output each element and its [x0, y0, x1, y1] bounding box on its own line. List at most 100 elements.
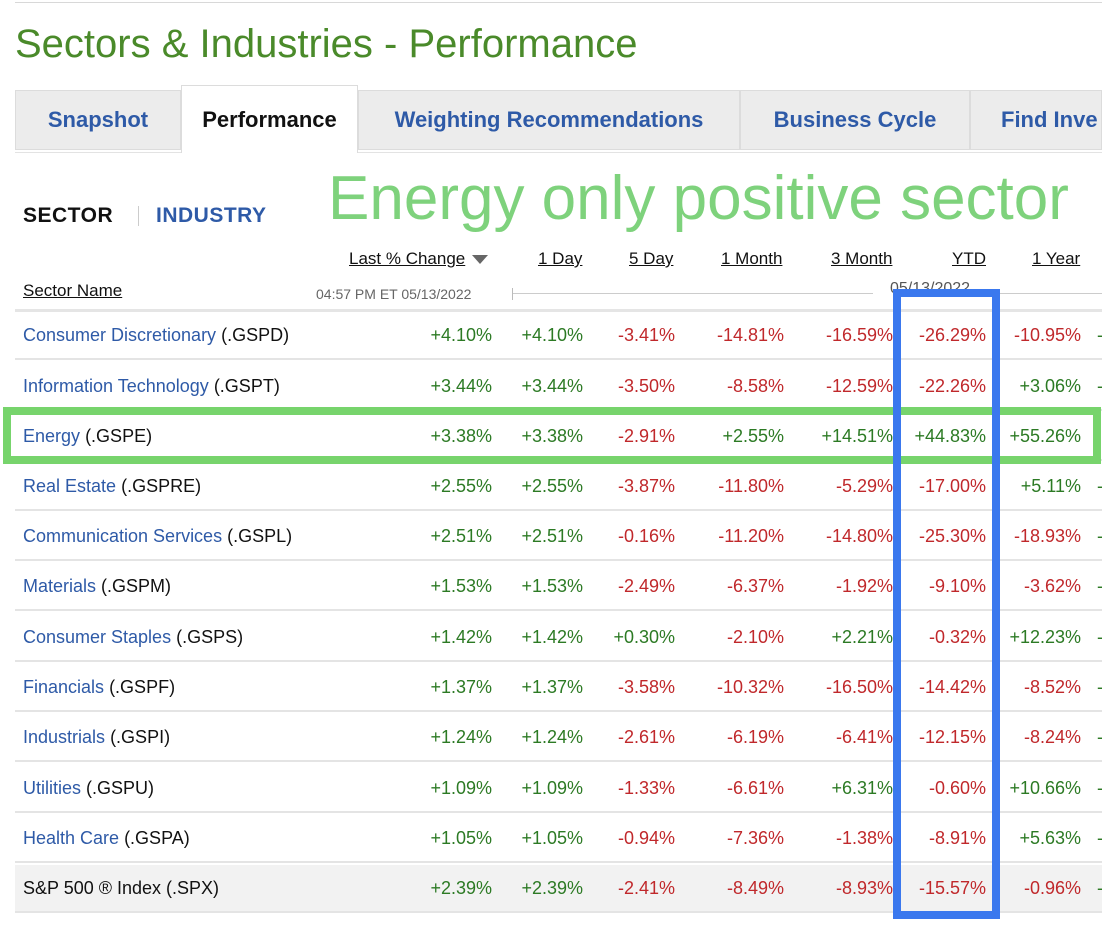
table-row: Utilities (.GSPU) +1.09% +1.09% -1.33% -6.61…: [15, 765, 1102, 813]
truncated-cell: -: [1097, 815, 1102, 861]
table-row: Materials (.GSPM) +1.53% +1.53% -2.49% -6.37…: [15, 563, 1102, 611]
sector-name-cell: Real Estate (.GSPRE): [23, 463, 308, 509]
sector-ticker: (.GSPS): [176, 627, 244, 647]
sector-name-wrap: Utilities (.GSPU): [23, 776, 154, 800]
value-cell-d5: -3.41%: [617, 324, 675, 345]
timestamp: 04:57 PM ET 05/13/2022: [316, 286, 472, 302]
value-cell-m1: -11.80%: [718, 475, 784, 496]
value-cell-m3: +6.31%: [831, 777, 893, 798]
sector-link[interactable]: Industrials: [23, 727, 106, 747]
sector-name-wrap: Industrials (.GSPI): [23, 725, 170, 749]
value-cell-d5: -0.94%: [617, 827, 675, 848]
value-cell-m1: -7.36%: [726, 827, 784, 848]
date-range-bracket: [513, 293, 873, 294]
value-cell-d1: +4.10%: [521, 324, 583, 345]
sector-link[interactable]: Real Estate: [23, 476, 117, 496]
sector-name-cell: S&P 500 ® Index (.SPX): [23, 865, 308, 911]
industry-toggle[interactable]: INDUSTRY: [156, 204, 267, 227]
value-cell-ytd: -25.30%: [918, 525, 986, 546]
tab-performance[interactable]: Performance: [181, 85, 358, 153]
column-header-1-day[interactable]: 1 Day: [538, 249, 583, 268]
value-cell-d5: -2.61%: [617, 726, 675, 747]
sector-link[interactable]: Information Technology: [23, 376, 209, 396]
sector-link[interactable]: Consumer Staples: [23, 627, 172, 647]
table-row: Industrials (.GSPI) +1.24% +1.24% -2.61% -6.…: [15, 714, 1102, 762]
index-name: S&P 500 ® Index (.SPX): [23, 878, 220, 898]
value-cell-ytd: -0.60%: [928, 777, 986, 798]
value-cell-ytd: -14.42%: [918, 676, 986, 697]
ytd-highlight-box: [893, 289, 1000, 919]
column-header-1-month[interactable]: 1 Month: [721, 249, 783, 268]
page-title: Sectors & Industries - Performance: [15, 22, 638, 66]
value-cell-y1: -0.96%: [1023, 877, 1081, 898]
table-row: Real Estate (.GSPRE) +2.55% +2.55% -3.87% -1…: [15, 463, 1102, 511]
sector-link[interactable]: Utilities: [23, 778, 82, 798]
value-cell-last: +1.42%: [430, 626, 492, 647]
tab-snapshot[interactable]: Snapshot: [15, 90, 181, 150]
value-cell-y1: +5.11%: [1020, 475, 1081, 496]
value-cell-y1: +10.66%: [1009, 777, 1081, 798]
value-cell-last: +1.05%: [430, 827, 492, 848]
value-cell-ytd: -17.00%: [918, 475, 986, 496]
value-cell-m3: -8.93%: [835, 877, 893, 898]
sector-ticker: (.GSPL): [227, 526, 293, 546]
column-header-1-year[interactable]: 1 Year: [1032, 249, 1081, 268]
sort-down-icon: [472, 255, 489, 265]
value-cell-last: +1.53%: [430, 575, 492, 596]
value-cell-d1: +1.53%: [521, 575, 583, 596]
date-range-bracket: [988, 293, 1102, 294]
value-cell-d1: +3.38%: [521, 425, 583, 446]
value-cell-m1: -8.49%: [726, 877, 784, 898]
sector-name-cell: Consumer Staples (.GSPS): [23, 614, 308, 660]
sector-link[interactable]: Consumer Discretionary: [23, 325, 217, 345]
annotation-text: Energy only positive sector: [328, 164, 1069, 233]
tab-weighting-recommendations[interactable]: Weighting Recommendations: [358, 90, 740, 150]
energy-highlight-box: [3, 407, 1101, 464]
table-row: Health Care (.GSPA) +1.05% +1.05% -0.94% -7.…: [15, 815, 1102, 863]
tab-find-investments[interactable]: Find Inve: [970, 90, 1102, 150]
value-cell-m3: +2.21%: [831, 626, 893, 647]
sector-ticker: (.GSPE): [85, 426, 153, 446]
sector-name-cell: Information Technology (.GSPT): [23, 363, 308, 409]
value-cell-y1: +3.06%: [1019, 375, 1081, 396]
value-cell-last: +1.09%: [430, 777, 492, 798]
value-cell-last: +2.39%: [430, 877, 492, 898]
value-cell-y1: -8.52%: [1023, 676, 1081, 697]
truncated-cell: -: [1097, 312, 1102, 358]
value-cell-last: +3.44%: [430, 375, 492, 396]
truncated-cell: -: [1097, 513, 1102, 559]
value-cell-m3: +14.51%: [821, 425, 893, 446]
value-cell-d1: +1.09%: [521, 777, 583, 798]
column-header-last-change[interactable]: Last % Change: [349, 249, 489, 269]
value-cell-d5: -2.49%: [617, 575, 675, 596]
tab-bar: Snapshot Performance Weighting Recommend…: [15, 85, 1102, 153]
value-cell-last: +1.37%: [430, 676, 492, 697]
value-cell-m3: -12.59%: [825, 375, 893, 396]
sector-name-cell: Materials (.GSPM): [23, 563, 308, 609]
sector-link[interactable]: Energy: [23, 426, 81, 446]
sector-link[interactable]: Materials: [23, 576, 97, 596]
toggle-separator: [138, 206, 139, 226]
value-cell-ytd: -12.15%: [918, 726, 986, 747]
column-header-sector-name[interactable]: Sector Name: [23, 281, 123, 300]
column-header-3-month[interactable]: 3 Month: [831, 249, 893, 268]
value-cell-d5: +0.30%: [613, 626, 675, 647]
value-cell-m1: -10.32%: [716, 676, 784, 697]
value-cell-m3: -16.59%: [825, 324, 893, 345]
sector-link[interactable]: Communication Services: [23, 526, 223, 546]
value-cell-d1: +1.05%: [521, 827, 583, 848]
column-header-ytd[interactable]: YTD: [952, 249, 986, 268]
sector-link[interactable]: Financials: [23, 677, 105, 697]
table-row: Consumer Staples (.GSPS) +1.42% +1.42% +0.3…: [15, 614, 1102, 662]
value-cell-m3: -1.38%: [835, 827, 893, 848]
sector-toggle[interactable]: SECTOR: [23, 204, 114, 227]
table-top-border: [15, 309, 1102, 312]
sector-ticker: (.GSPI): [110, 727, 171, 747]
sector-ticker: (.GSPM): [101, 576, 172, 596]
sector-link[interactable]: Health Care: [23, 828, 120, 848]
value-cell-d5: -3.50%: [617, 375, 675, 396]
tab-business-cycle[interactable]: Business Cycle: [740, 90, 970, 150]
sector-name-wrap: Consumer Staples (.GSPS): [23, 625, 243, 649]
column-header-5-day[interactable]: 5 Day: [629, 249, 674, 268]
value-cell-m1: -6.37%: [726, 575, 784, 596]
